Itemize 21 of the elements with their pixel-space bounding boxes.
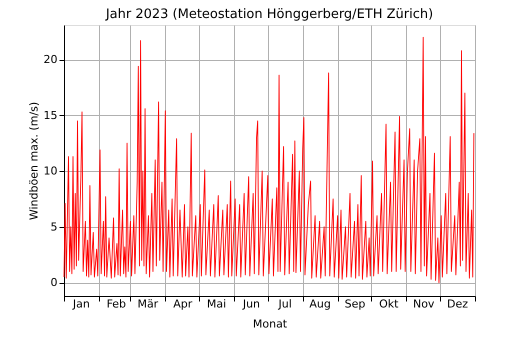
y-tick-label: 15 [44, 108, 58, 122]
y-tick-label: 0 [50, 276, 58, 290]
x-tick-label: Aug [309, 298, 331, 310]
x-tick-label: Jun [242, 298, 260, 310]
y-axis-title: Windböen max. (m/s) [28, 102, 41, 220]
x-tick-label: Nov [412, 298, 435, 310]
x-tick-label: Mai [206, 298, 226, 310]
chart-title: Jahr 2023 (Meteostation Hönggerberg/ETH Zürich) [104, 7, 434, 22]
x-tick-label: Feb [106, 298, 126, 310]
x-tick-label: Jan [72, 298, 90, 310]
x-axis-title: Monat [252, 318, 288, 330]
x-tick-label: Dez [446, 298, 468, 310]
y-tick-label: 10 [44, 164, 58, 178]
y-tick-label: 5 [50, 220, 58, 234]
x-tick-label: Jul [278, 298, 292, 310]
x-tick-label: Mär [137, 298, 159, 310]
x-tick-label: Sep [344, 298, 366, 310]
line-series [64, 36, 474, 284]
x-tick-label: Apr [173, 298, 193, 310]
y-tick-label: 20 [44, 53, 58, 66]
x-tick-label: Okt [379, 298, 400, 310]
